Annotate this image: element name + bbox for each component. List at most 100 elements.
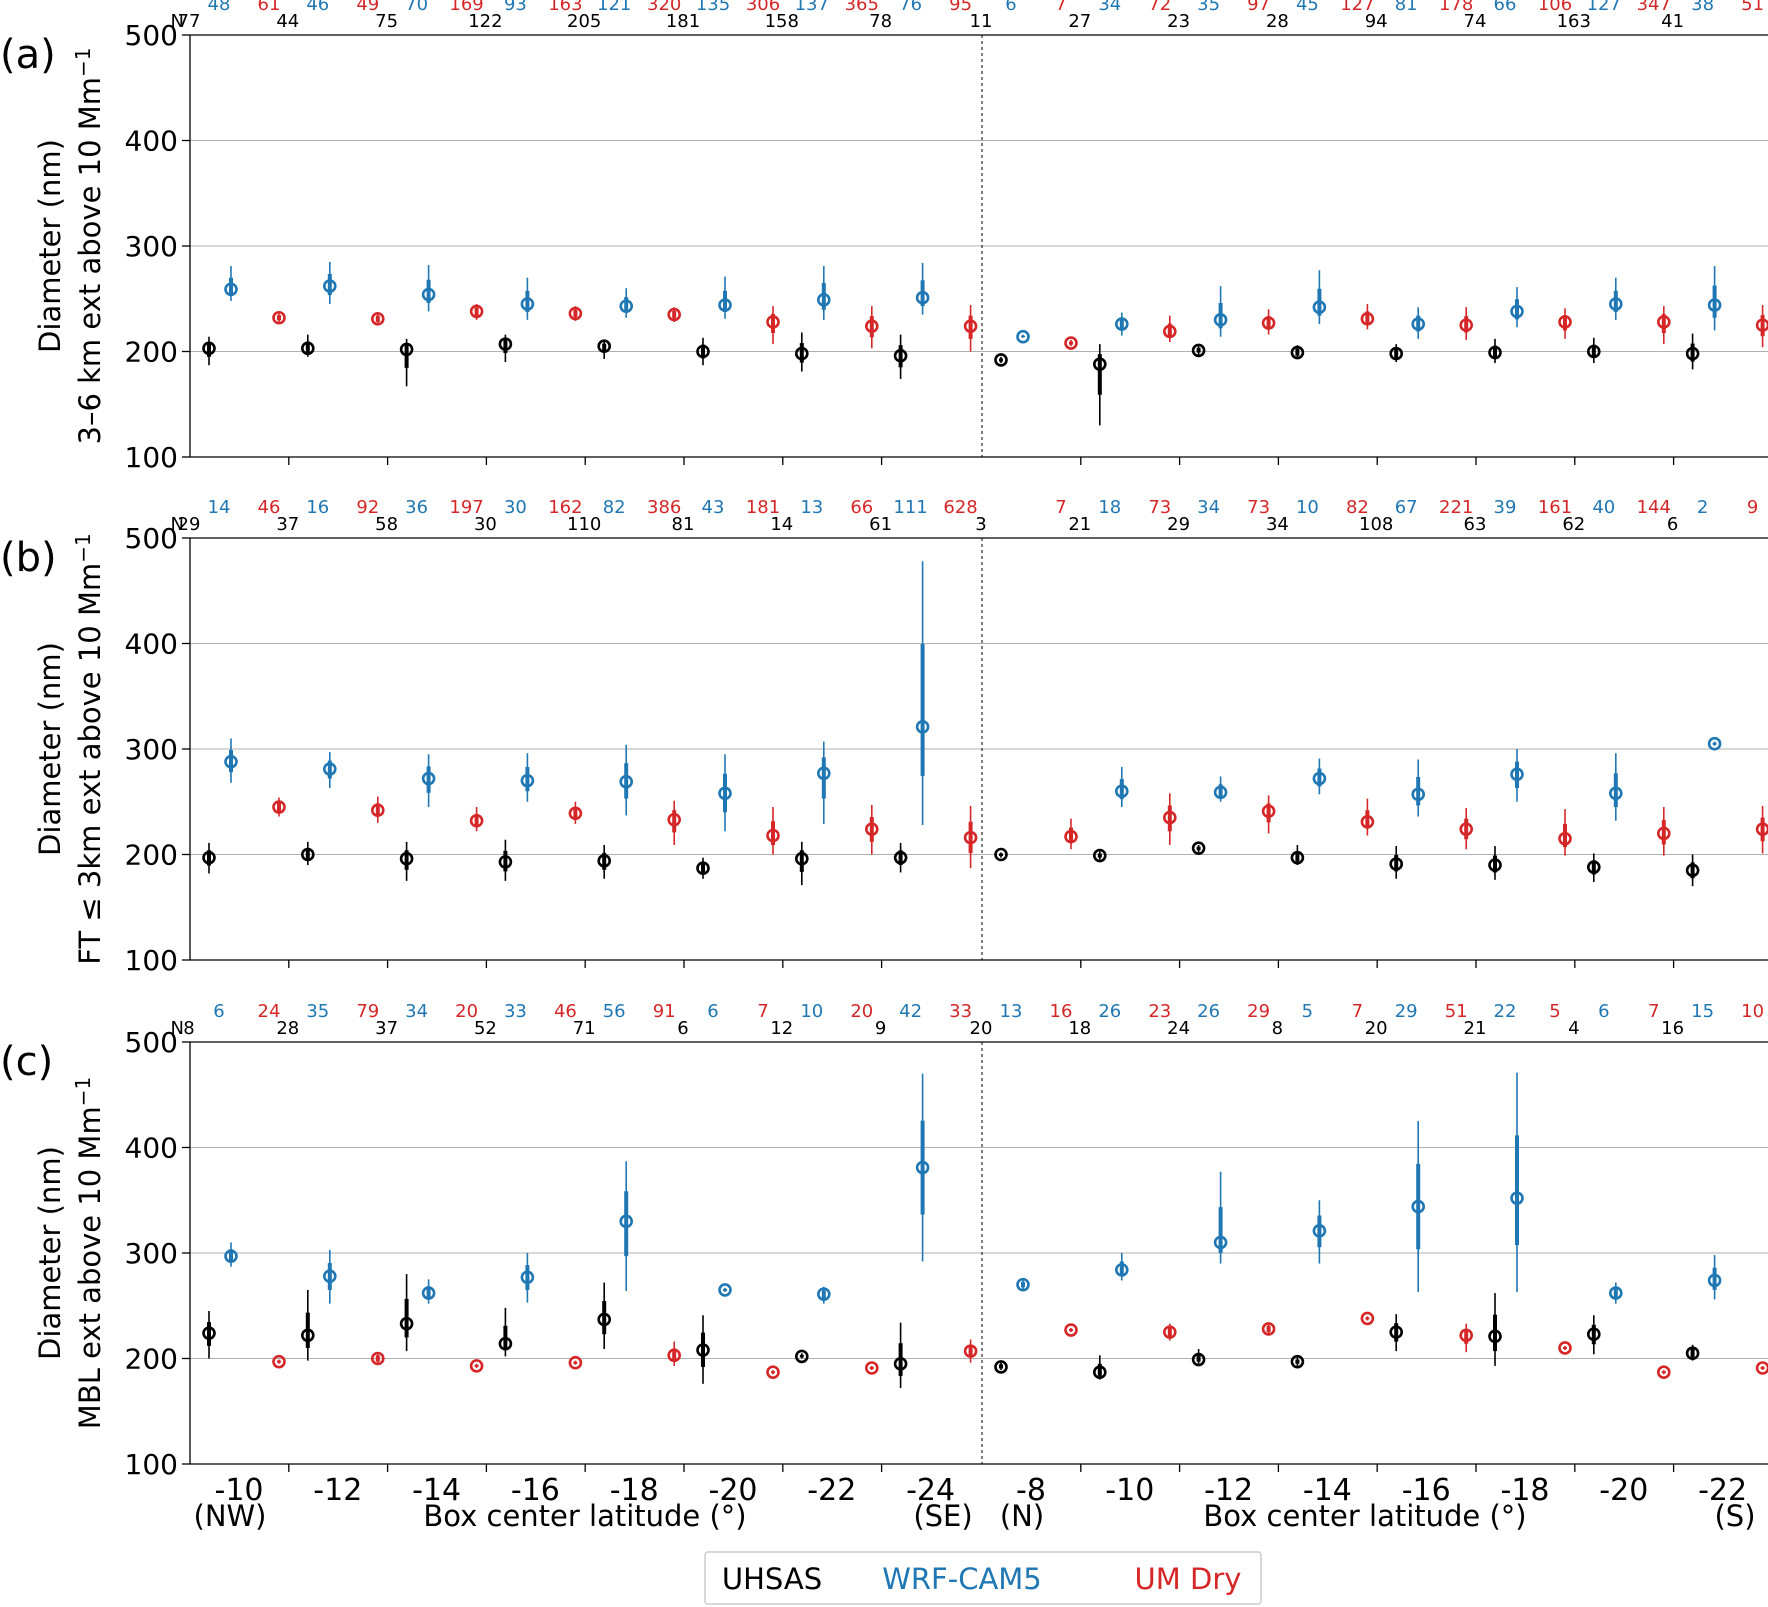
marker-wrf (1609, 297, 1623, 311)
count-uhsas: 181 (666, 11, 700, 32)
marker-um (1558, 831, 1572, 846)
marker-wrf (1609, 786, 1623, 801)
count-um: 91 (653, 1001, 676, 1022)
marker-um (963, 830, 978, 845)
count-wrf: 2 (1697, 497, 1708, 518)
count-uhsas: 63 (1464, 514, 1487, 535)
count-uhsas: 78 (869, 11, 892, 32)
marker-uhsas (1389, 857, 1403, 871)
marker-uhsas (893, 1356, 908, 1371)
marker-uhsas (1587, 1327, 1601, 1342)
marker-um (667, 1348, 682, 1363)
marker-um (1558, 315, 1572, 329)
count-wrf: 10 (800, 1001, 823, 1022)
count-wrf: 34 (1197, 497, 1220, 518)
count-um: 169 (449, 0, 483, 15)
marker-wrf (322, 762, 337, 776)
count-um: 144 (1637, 497, 1671, 518)
marker-uhsas (794, 851, 809, 866)
marker-um (370, 311, 385, 326)
x-end-label-n: (N) (1000, 1499, 1044, 1533)
y-axis-label-sup: −1 (71, 533, 95, 562)
marker-um (370, 1351, 385, 1366)
marker-um (1261, 1322, 1276, 1336)
y-axis-label-sup: −1 (71, 48, 95, 77)
count-uhsas: 27 (1068, 11, 1091, 32)
count-wrf: 10 (1296, 497, 1319, 518)
count-um: 49 (356, 0, 379, 15)
marker-wrf (520, 773, 535, 788)
x-axis-labels: (NW) Box center latitude (°) (SE) (N) Bo… (194, 1499, 1756, 1533)
y-tick-label: 300 (125, 1237, 178, 1270)
marker-wrf (1312, 1224, 1327, 1238)
marker-wrf (1707, 736, 1722, 751)
legend-frame (704, 1551, 1262, 1605)
marker-um (864, 822, 879, 836)
count-uhsas: 21 (1068, 514, 1091, 535)
marker-um (766, 828, 780, 843)
x-tick-label: -14 (1303, 1473, 1352, 1508)
count-uhsas: 37 (375, 1018, 398, 1039)
panel-letter: (c) (0, 1039, 53, 1085)
marker-uhsas (1093, 357, 1107, 371)
count-uhsas: 18 (1068, 1018, 1091, 1039)
count-wrf: 6 (1598, 1001, 1609, 1022)
count-wrf: 5 (1302, 1001, 1313, 1022)
marker-uhsas (498, 1336, 513, 1351)
marker-um (1657, 826, 1671, 841)
y-tick-label: 500 (125, 1026, 178, 1059)
count-um: 320 (647, 0, 681, 15)
marker-wrf (619, 774, 634, 789)
marker-um (1064, 829, 1078, 844)
marker-uhsas (1191, 343, 1206, 358)
count-um: 24 (258, 1001, 281, 1022)
count-um: 73 (1148, 497, 1171, 518)
count-uhsas: 61 (869, 514, 892, 535)
marker-wrf (1510, 304, 1524, 319)
marker-uhsas (399, 1316, 414, 1331)
marker-uhsas (1488, 1329, 1502, 1344)
count-uhsas: 20 (970, 1018, 993, 1039)
count-um: 33 (949, 1001, 972, 1022)
marker-um (1163, 810, 1177, 825)
marker-wrf (619, 1214, 634, 1229)
marker-uhsas (794, 346, 809, 361)
count-wrf: 135 (696, 0, 730, 15)
count-um: 628 (943, 497, 977, 518)
count-uhsas: 41 (1661, 11, 1684, 32)
marker-um (1657, 315, 1671, 329)
count-um: 82 (1346, 497, 1369, 518)
marker-um (963, 1344, 978, 1358)
marker-uhsas (1587, 344, 1601, 359)
marker-wrf (1016, 329, 1030, 344)
count-wrf: 36 (405, 497, 428, 518)
count-um: 46 (554, 1001, 577, 1022)
count-um: 20 (455, 1001, 478, 1022)
marker-wrf (1213, 1235, 1228, 1250)
y-axis-label-sub: MBL ext above 10 Mm−1 (71, 1077, 107, 1429)
count-uhsas: 44 (276, 11, 299, 32)
marker-um (1163, 1325, 1177, 1339)
y-tick-label: 200 (125, 336, 178, 369)
panel-1: 100 200 300 400 500 Diameter (nm) FT ≤ 3km ext… (0, 497, 1768, 977)
y-tick-label: 200 (125, 1343, 178, 1376)
count-uhsas: 8 (183, 1018, 194, 1039)
marker-um (1459, 822, 1473, 836)
marker-wrf (520, 297, 535, 311)
x-tick-label: -18 (1501, 1473, 1550, 1508)
x-end-label-se: (SE) (913, 1499, 972, 1533)
count-wrf: 16 (306, 497, 329, 518)
count-um: 5 (1549, 1001, 1560, 1022)
marker-wrf (1411, 1199, 1425, 1214)
marker-um (1064, 336, 1078, 350)
marker-uhsas (994, 847, 1008, 862)
n-label: N (171, 1018, 184, 1039)
x-axis-title-right: Box center latitude (°) (1203, 1499, 1526, 1533)
marker-uhsas (300, 1328, 315, 1343)
marker-um (1657, 1365, 1671, 1380)
marker-uhsas (202, 1326, 216, 1340)
count-uhsas: 29 (1167, 514, 1190, 535)
count-uhsas: 8 (1272, 1018, 1283, 1039)
